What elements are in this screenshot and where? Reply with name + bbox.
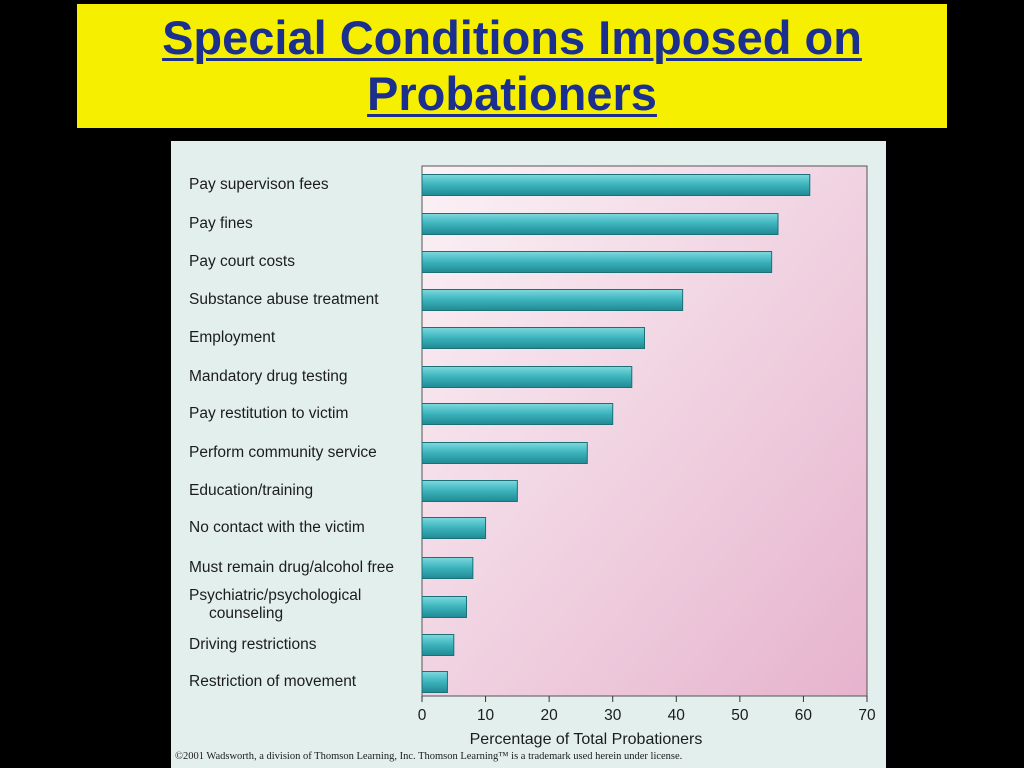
x-tick-label: 10 — [476, 707, 495, 724]
copyright-notice: ©2001 Wadsworth, a division of Thomson L… — [175, 751, 683, 762]
category-label: Psychiatric/psychological counseling — [189, 587, 362, 622]
plot-area — [421, 165, 868, 697]
bar-14 — [421, 671, 448, 693]
bars-group — [421, 174, 811, 693]
x-tick-label: 20 — [540, 707, 558, 724]
bar-1 — [421, 174, 811, 196]
category-label: Employment — [189, 329, 276, 346]
category-label: Perform community service — [189, 444, 377, 461]
bar-6 — [421, 366, 633, 388]
bar-13 — [421, 634, 455, 656]
bar-8 — [421, 442, 588, 464]
bar-4 — [421, 289, 684, 311]
category-label: Driving restrictions — [189, 636, 317, 653]
bar-2 — [421, 213, 779, 235]
x-tick-label: 70 — [858, 707, 876, 724]
bar-9 — [421, 480, 518, 502]
category-label: Pay supervison fees — [189, 176, 329, 193]
bar-5 — [421, 327, 645, 349]
category-label: Restriction of movement — [189, 673, 357, 690]
slide-title-box: Special Conditions Imposed on Probatione… — [77, 4, 947, 128]
slide-title-line-2: Probationers — [367, 67, 657, 120]
chart-panel: Pay supervison fees Pay fines Pay court co… — [171, 141, 886, 768]
category-label: Pay restitution to victim — [189, 405, 349, 422]
bar-12 — [421, 596, 467, 618]
x-tick-label: 50 — [731, 707, 749, 724]
x-tick-label: 30 — [604, 707, 622, 724]
bar-chart — [421, 165, 868, 702]
bar-11 — [421, 557, 474, 579]
ticks-group — [421, 696, 868, 702]
category-label: No contact with the victim — [189, 519, 365, 536]
slide-title-line-1: Special Conditions Imposed on — [162, 11, 862, 64]
category-label: Substance abuse treatment — [189, 291, 379, 308]
x-tick-label: 40 — [667, 707, 685, 724]
category-label: Pay court costs — [189, 253, 295, 270]
category-label: Pay fines — [189, 215, 253, 232]
bar-3 — [421, 251, 773, 273]
bar-10 — [421, 517, 487, 539]
x-axis-title: Percentage of Total Probationers — [469, 731, 703, 748]
bar-7 — [421, 403, 614, 425]
x-tick-label: 60 — [794, 707, 813, 724]
category-label: Mandatory drug testing — [189, 368, 348, 385]
category-label: Education/training — [189, 482, 314, 499]
x-tick-label: 0 — [417, 707, 427, 724]
category-label: Must remain drug/alcohol free — [189, 559, 395, 576]
